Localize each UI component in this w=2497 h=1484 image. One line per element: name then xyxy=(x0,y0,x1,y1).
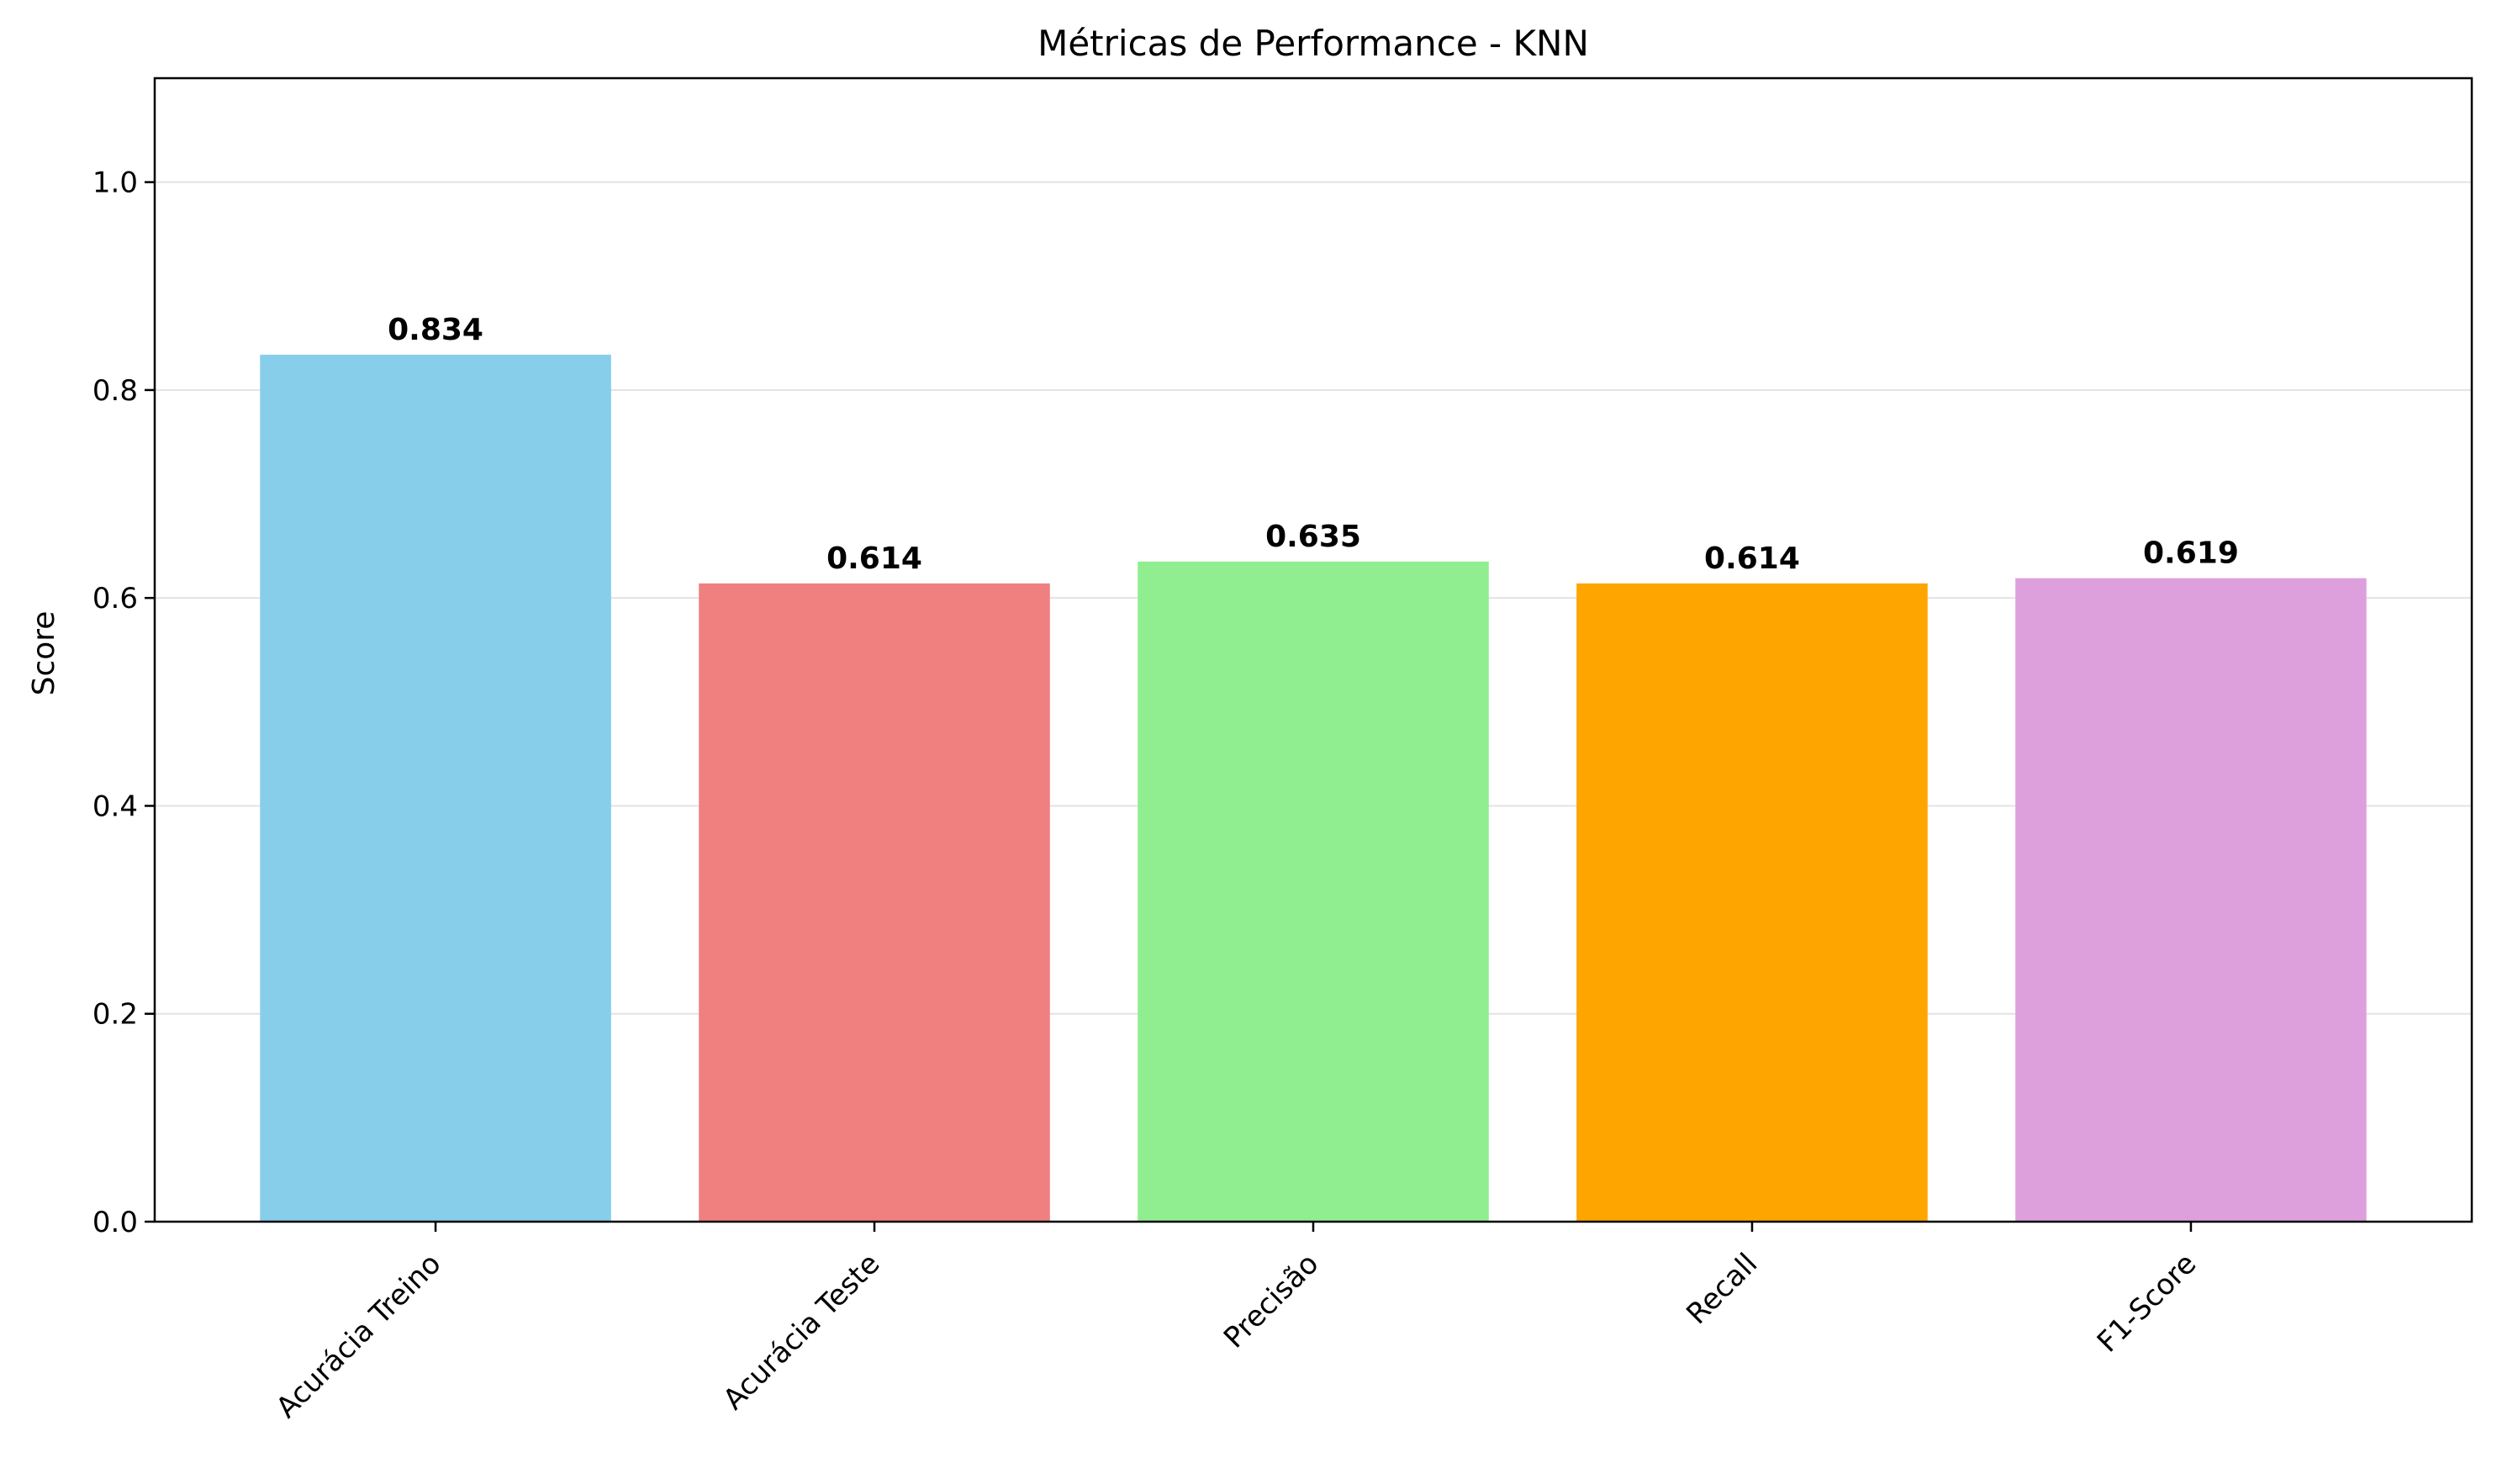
bar-value-label: 0.614 xyxy=(826,541,922,576)
x-tick-label: Precisão xyxy=(1217,1247,1325,1355)
data-labels: 0.834 0.614 0.635 0.614 0.619 xyxy=(388,313,2239,576)
y-tick-label: 0.8 xyxy=(92,374,138,408)
y-tick-label: 1.0 xyxy=(92,166,138,200)
bar-value-label: 0.614 xyxy=(1704,541,1800,576)
x-tick-label: Acurácia Treino xyxy=(270,1247,448,1425)
bar xyxy=(1576,583,1928,1222)
y-tick-label: 0.0 xyxy=(92,1206,138,1239)
y-axis-ticks: 0.0 0.2 0.4 0.6 0.8 1.0 xyxy=(92,166,155,1239)
chart-title: Métricas de Performance - KNN xyxy=(1037,23,1589,64)
y-tick-label: 0.6 xyxy=(92,582,138,615)
bar-value-label: 0.619 xyxy=(2143,536,2239,571)
bar xyxy=(1138,561,1489,1222)
bar-value-label: 0.834 xyxy=(388,313,483,347)
bar-value-label: 0.635 xyxy=(1265,520,1361,554)
y-tick-label: 0.4 xyxy=(92,790,138,823)
x-tick-label: F1-Score xyxy=(2091,1247,2203,1359)
bars xyxy=(260,354,2367,1222)
x-axis-ticks: Acurácia Treino Acurácia Teste Precisão Rec… xyxy=(270,1222,2203,1425)
bar xyxy=(2015,578,2367,1222)
y-tick-label: 0.2 xyxy=(92,998,138,1032)
y-axis-label: Score xyxy=(27,611,61,696)
bar xyxy=(260,354,611,1222)
bar xyxy=(699,583,1050,1222)
x-tick-label: Recall xyxy=(1680,1247,1764,1331)
x-tick-label: Acurácia Teste xyxy=(717,1247,887,1417)
